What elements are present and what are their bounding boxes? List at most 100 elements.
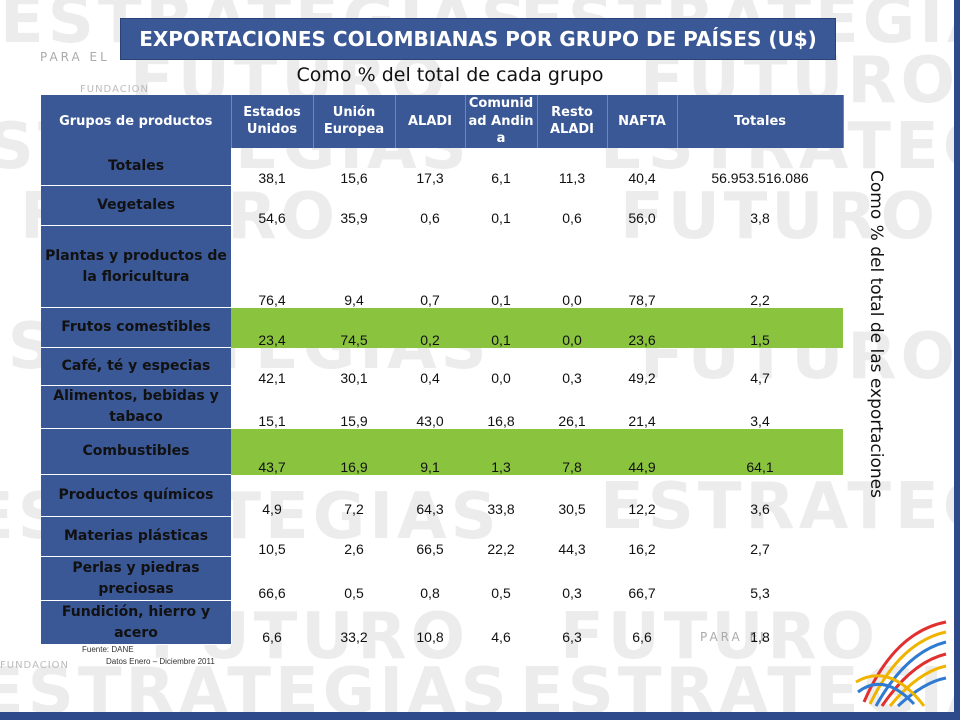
table-cell: 0,3 xyxy=(562,584,582,601)
exports-table: Grupos de productos Estados Unidos Unión… xyxy=(41,95,844,646)
table-cell: 21,4 xyxy=(628,412,656,429)
table-cell: 56,0 xyxy=(628,209,656,226)
table-cell: 0,8 xyxy=(420,584,440,601)
row-label: Plantas y productos de la floricultura xyxy=(41,225,231,309)
row-label: Totales xyxy=(41,147,231,187)
table-cell: 6,6 xyxy=(632,628,652,645)
column-header: Resto ALADI xyxy=(537,95,608,148)
table-cell: 64,3 xyxy=(416,500,444,517)
row-label: Vegetales xyxy=(41,185,231,227)
column-header: ALADI xyxy=(395,95,466,148)
table-cell: 43,7 xyxy=(231,428,313,475)
table-cell: 0,1 xyxy=(491,291,511,308)
table-cell: 16,8 xyxy=(487,412,515,429)
row-label: Productos químicos xyxy=(41,474,231,518)
table-cell: 1,5 xyxy=(677,307,843,348)
watermark-text: FUNDACION xyxy=(80,84,150,95)
table-cell: 44,9 xyxy=(607,428,677,475)
table-cell: 9,4 xyxy=(344,291,364,308)
table-cell: 6,1 xyxy=(491,169,511,186)
table-row: Fundición, hierro y acero 6,6 33,2 10,8 4,6 6… xyxy=(41,600,843,646)
table-cell: 0,1 xyxy=(491,209,511,226)
table-cell: 16,2 xyxy=(628,540,656,557)
table-cell: 0,5 xyxy=(344,584,364,601)
logo-icon xyxy=(855,620,947,708)
table-cell: 66,5 xyxy=(416,540,444,557)
table-row: Plantas y productos de la floricultura 76… xyxy=(41,225,843,309)
table-cell: 0,5 xyxy=(491,584,511,601)
table-cell: 35,9 xyxy=(340,209,368,226)
table-cell: 30,1 xyxy=(340,369,368,386)
table-header-row: Grupos de productos Estados Unidos Unión… xyxy=(41,95,844,148)
table-cell: 22,2 xyxy=(487,540,515,557)
table-row: Perlas y piedras preciosas 66,6 0,5 0,8 0,5 0… xyxy=(41,556,843,602)
table-cell: 12,2 xyxy=(628,500,656,517)
table-cell: 7,8 xyxy=(537,428,607,475)
table-cell: 2,7 xyxy=(750,540,770,557)
table-row: Frutos comestibles 23,4 74,5 0,2 0,1 0,0 23,6 1… xyxy=(41,307,843,349)
table-cell: 6,3 xyxy=(562,628,582,645)
table-row: Productos químicos 4,9 7,2 64,3 33,8 30,5 12,2… xyxy=(41,474,843,518)
row-label: Café, té y especias xyxy=(41,347,231,387)
table-cell: 0,2 xyxy=(395,307,465,348)
watermark-text: PARA EL xyxy=(40,50,110,64)
column-header: Totales xyxy=(677,95,844,148)
table-cell: 2,6 xyxy=(344,540,364,557)
table-cell: 23,4 xyxy=(231,307,313,348)
table-cell: 10,8 xyxy=(416,628,444,645)
table-row: Materias plásticas 10,5 2,6 66,5 22,2 44,3 16,… xyxy=(41,516,843,558)
table-cell: 0,1 xyxy=(465,307,537,348)
row-label: Materias plásticas xyxy=(41,516,231,558)
table-cell: 15,9 xyxy=(340,412,368,429)
table-cell: 0,0 xyxy=(537,307,607,348)
table-cell: 33,2 xyxy=(340,628,368,645)
table-cell: 23,6 xyxy=(607,307,677,348)
table-cell: 74,5 xyxy=(313,307,395,348)
table-cell: 49,2 xyxy=(628,369,656,386)
table-cell: 42,1 xyxy=(258,369,286,386)
table-cell: 17,3 xyxy=(416,169,444,186)
table-cell: 0,6 xyxy=(420,209,440,226)
table-row: Combustibles 43,7 16,9 9,1 1,3 7,8 44,9 64,1 xyxy=(41,428,843,476)
table-cell: 3,8 xyxy=(750,209,770,226)
table-cell: 6,6 xyxy=(262,628,282,645)
row-label: Fundición, hierro y acero xyxy=(41,600,231,646)
table-cell: 64,1 xyxy=(677,428,843,475)
table-cell: 43,0 xyxy=(416,412,444,429)
table-cell: 9,1 xyxy=(395,428,465,475)
table-row: Café, té y especias 42,1 30,1 0,4 0,0 0,3 49,2… xyxy=(41,347,843,387)
table-cell: 15,1 xyxy=(258,412,286,429)
table-cell: 66,7 xyxy=(628,584,656,601)
column-header: NAFTA xyxy=(607,95,678,148)
table-cell: 54,6 xyxy=(258,209,286,226)
table-cell: 3,4 xyxy=(750,412,770,429)
row-label: Alimentos, bebidas y tabaco xyxy=(41,385,231,430)
table-cell: 44,3 xyxy=(558,540,586,557)
watermark-text: ESTRATEGIAS xyxy=(0,655,511,720)
table-cell: 30,5 xyxy=(558,500,586,517)
slide-subtitle: Como % del total de cada grupo xyxy=(296,64,604,86)
table-row: Alimentos, bebidas y tabaco 15,1 15,9 43,0 1… xyxy=(41,385,843,430)
row-label: Combustibles xyxy=(41,428,231,476)
table-cell: 0,0 xyxy=(562,291,582,308)
column-header: Grupos de productos xyxy=(41,95,232,148)
table-cell: 0,0 xyxy=(491,369,511,386)
table-cell: 5,3 xyxy=(750,584,770,601)
table-cell: 4,6 xyxy=(491,628,511,645)
table-cell: 10,5 xyxy=(258,540,286,557)
table-cell: 1,8 xyxy=(750,628,770,645)
table-cell: 66,6 xyxy=(258,584,286,601)
table-cell: 26,1 xyxy=(558,412,586,429)
table-cell: 78,7 xyxy=(628,291,656,308)
table-cell: 40,4 xyxy=(628,169,656,186)
table-cell: 7,2 xyxy=(344,500,364,517)
table-cell: 4,7 xyxy=(750,369,770,386)
table-cell: 11,3 xyxy=(558,169,586,186)
table-cell: 16,9 xyxy=(313,428,395,475)
table-row: Totales 38,1 15,6 17,3 6,1 11,3 40,4 56.953.516… xyxy=(41,147,843,187)
slide-title: EXPORTACIONES COLOMBIANAS POR GRUPO DE P… xyxy=(120,18,836,60)
table-cell: 0,6 xyxy=(562,209,582,226)
watermark-text: FUNDACION xyxy=(0,660,70,671)
row-label: Frutos comestibles xyxy=(41,307,231,349)
column-header: Comunidad Andina xyxy=(465,95,538,148)
